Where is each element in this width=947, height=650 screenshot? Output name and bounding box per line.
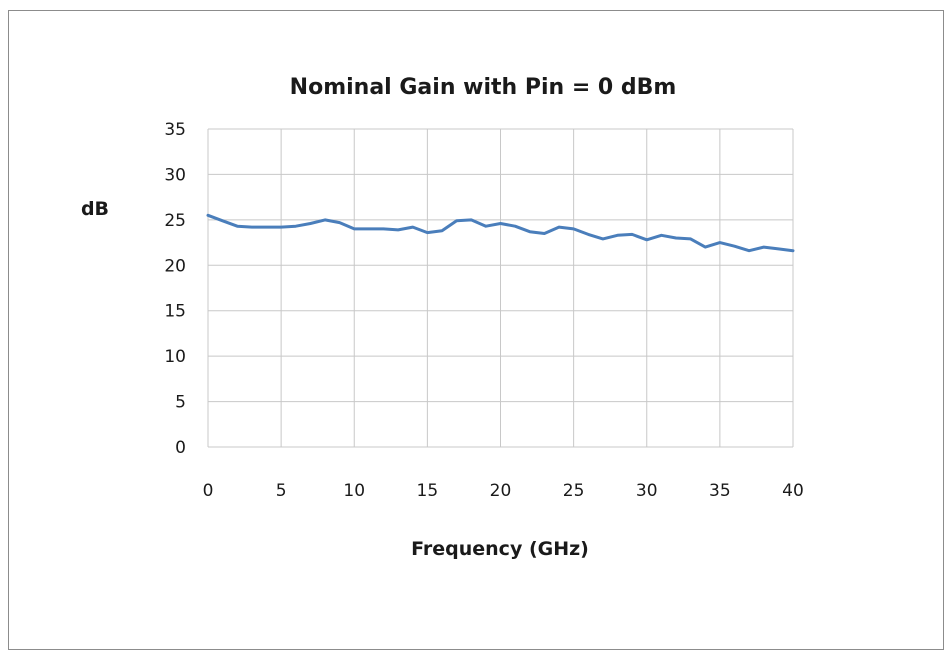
x-tick-label: 5 [276, 481, 287, 501]
x-tick-label: 0 [203, 481, 214, 501]
x-tick-label: 15 [417, 481, 439, 501]
y-tick-label: 5 [175, 393, 186, 413]
y-tick-label: 0 [175, 438, 186, 458]
line-chart: 0 5 10 15 20 25 30 35 0 5 10 15 20 25 30 35 40 Nominal G… [81, 75, 804, 560]
x-tick-label: 30 [636, 481, 658, 501]
x-tick-label: 35 [709, 481, 731, 501]
chart-title: Nominal Gain with Pin = 0 dBm [290, 75, 677, 100]
y-tick-label: 20 [164, 256, 186, 276]
x-axis-label: Frequency (GHz) [411, 538, 589, 560]
y-tick-label: 25 [164, 211, 186, 231]
tick-labels: 0 5 10 15 20 25 30 35 0 5 10 15 20 25 30 35 40 [164, 120, 803, 501]
y-tick-label: 35 [164, 120, 186, 140]
x-tick-label: 25 [563, 481, 585, 501]
chart-frame [8, 10, 944, 650]
x-tick-label: 10 [343, 481, 365, 501]
gridlines [207, 128, 794, 448]
series-line-0 [206, 213, 795, 253]
x-tick-label: 20 [490, 481, 512, 501]
x-tick-label: 40 [782, 481, 804, 501]
series-layer [206, 213, 795, 253]
y-tick-label: 30 [164, 165, 186, 185]
y-tick-label: 15 [164, 302, 186, 322]
y-tick-label: 10 [164, 347, 186, 367]
y-axis-label: dB [81, 198, 109, 220]
